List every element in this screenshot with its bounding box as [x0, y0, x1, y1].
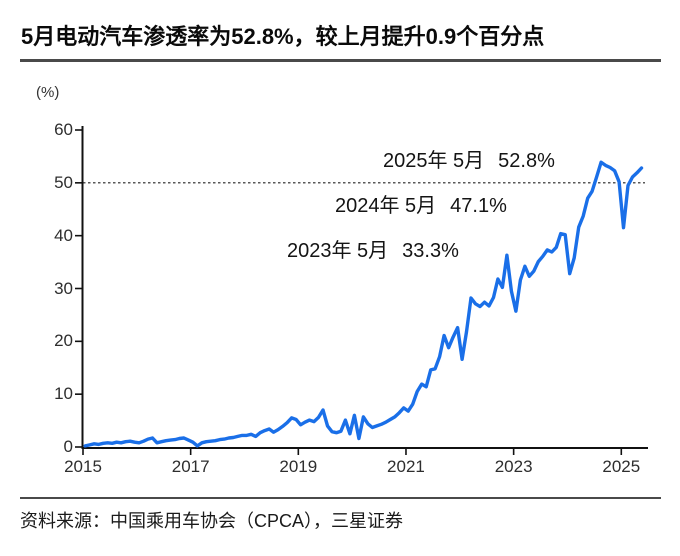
- annotation-label: 2024年 5月: [335, 195, 437, 217]
- annotation-value: 33.3%: [402, 240, 459, 262]
- annotation-2023-may: 2023年 5月 33.3%: [287, 234, 459, 263]
- y-tick-label: 0: [63, 437, 73, 456]
- y-tick-label: 60: [54, 120, 73, 139]
- title-divider: [20, 59, 661, 62]
- x-tick-label: 2023: [494, 457, 533, 476]
- x-tick-label: 2025: [602, 457, 641, 476]
- y-tick-label: 50: [54, 172, 73, 192]
- annotation-label: 2023年 5月: [287, 240, 389, 262]
- annotation-label: 2025年 5月: [383, 150, 485, 172]
- source-note: 资料来源：中国乘用车协会（CPCA），三星证券: [20, 511, 404, 531]
- annotation-value: 47.1%: [450, 195, 507, 217]
- x-tick-label: 2021: [387, 457, 425, 476]
- figure-title: 5月电动汽车渗透率为52.8%，较上月提升0.9个百分点: [21, 24, 545, 49]
- source-divider: [20, 497, 661, 499]
- x-tick-label: 2017: [171, 457, 210, 476]
- x-tick-label: 2019: [279, 457, 318, 476]
- y-tick-label: 10: [54, 384, 73, 404]
- y-tick-label: 20: [54, 331, 73, 351]
- annotation-value: 52.8%: [498, 150, 555, 172]
- penetration-rate-line: [83, 160, 644, 448]
- y-tick-label: 40: [54, 225, 73, 245]
- x-tick-label: 2015: [64, 457, 102, 476]
- y-tick-label: 30: [54, 278, 73, 298]
- annotation-2024-may: 2024年 5月 47.1%: [335, 189, 507, 218]
- y-axis-unit-label: (%): [36, 84, 60, 101]
- annotation-2025-may: 2025年 5月 52.8%: [383, 144, 555, 173]
